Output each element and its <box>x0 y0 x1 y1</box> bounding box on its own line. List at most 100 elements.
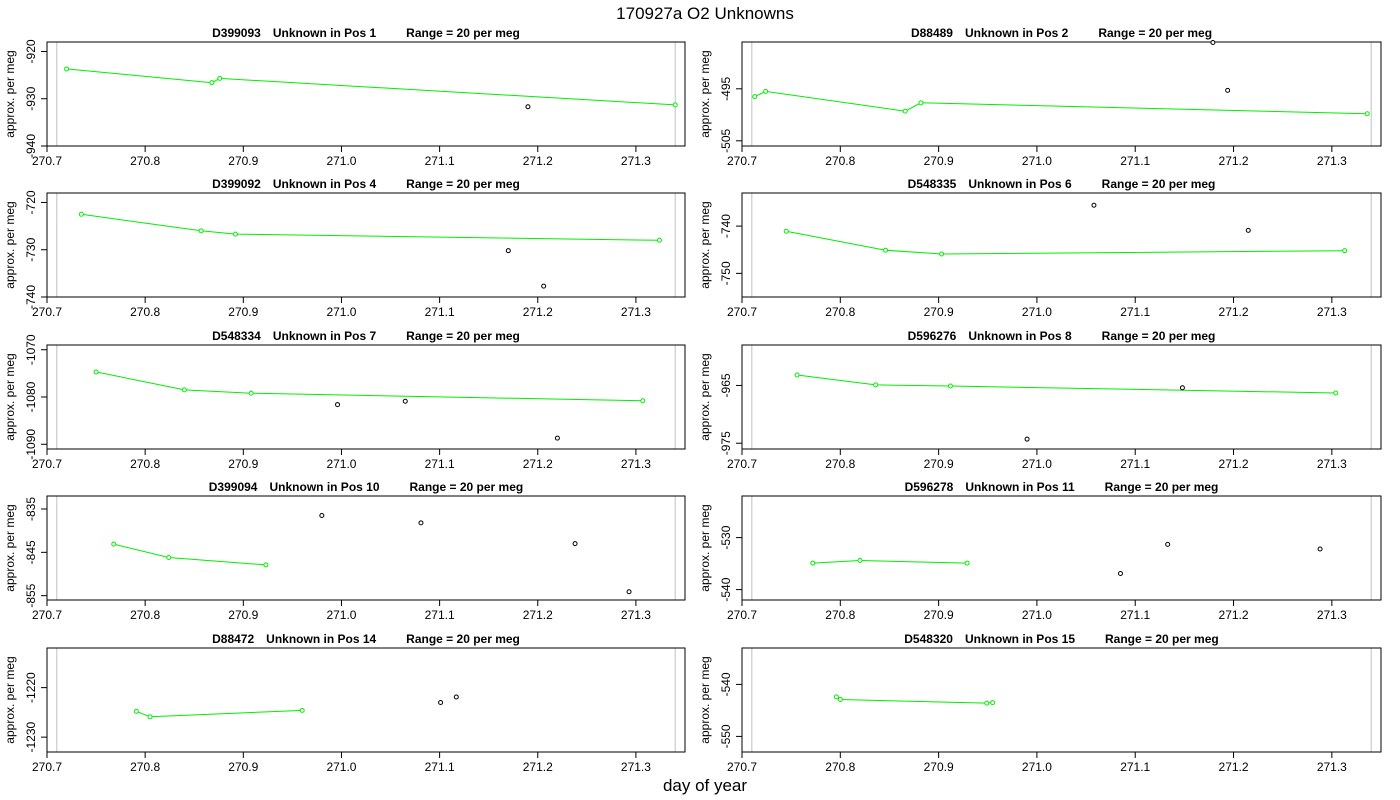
x-tick-label: 271.0 <box>1022 154 1052 168</box>
series-point <box>810 560 816 566</box>
x-tick-label: 271.1 <box>425 154 455 168</box>
panel-label: Unknown in Pos 6 <box>968 177 1072 191</box>
outlier-point <box>335 402 341 408</box>
y-tick-label: -730 <box>24 237 38 261</box>
x-tick-label: 270.9 <box>924 608 954 622</box>
panel-4: D548335 Unknown in Pos 6 Range = 20 per me… <box>698 177 1382 319</box>
x-tick-label: 271.1 <box>425 760 455 774</box>
x-tick-label: 271.0 <box>1022 305 1052 319</box>
x-tick-label: 270.8 <box>825 608 855 622</box>
x-axis-label: day of year <box>663 776 747 795</box>
y-tick-label: -845 <box>24 540 38 564</box>
x-tick-label: 271.2 <box>1219 305 1249 319</box>
series-point <box>939 251 945 257</box>
x-tick-label: 271.2 <box>1219 457 1249 471</box>
plot-frame <box>46 647 686 753</box>
y-tick-label: -855 <box>24 583 38 607</box>
panel-label: Unknown in Pos 7 <box>273 329 377 343</box>
series-point <box>794 372 800 378</box>
x-tick-label: 271.2 <box>523 760 553 774</box>
y-tick-label: -750 <box>719 261 733 285</box>
panel-range: Range = 20 per meg <box>1102 177 1216 191</box>
panel-id: D399092 <box>212 177 261 191</box>
y-tick-label: -740 <box>719 214 733 238</box>
panel-range: Range = 20 per meg <box>406 26 520 40</box>
series-point <box>947 383 953 389</box>
outlier-point <box>525 104 531 110</box>
x-tick-label: 270.8 <box>825 305 855 319</box>
panel-2: D88489 Unknown in Pos 2 Range = 20 per meg… <box>698 26 1382 168</box>
outlier-point <box>1317 546 1323 552</box>
plot-frame <box>46 192 686 298</box>
panel-range: Range = 20 per meg <box>406 329 520 343</box>
panel-range: Range = 20 per meg <box>410 480 524 494</box>
series-point <box>111 541 117 547</box>
x-tick-label: 270.7 <box>727 305 757 319</box>
x-tick-label: 270.9 <box>228 154 258 168</box>
outlier-point <box>319 513 325 518</box>
x-tick-label: 270.7 <box>727 608 757 622</box>
panel-7: D399094 Unknown in Pos 10 Range = 20 per m… <box>3 480 686 622</box>
chart-title: 170927a O2 Unknowns <box>616 4 794 23</box>
y-tick-label: -920 <box>24 39 38 63</box>
x-tick-label: 270.9 <box>228 608 258 622</box>
series-point <box>837 696 843 702</box>
x-tick-label: 271.0 <box>1022 760 1052 774</box>
y-tick-label: -540 <box>719 577 733 601</box>
x-tick-label: 271.3 <box>621 154 651 168</box>
x-tick-label: 270.8 <box>130 608 160 622</box>
y-axis-label: approx. per meg <box>3 656 17 743</box>
series-line <box>797 374 1336 394</box>
x-tick-label: 271.1 <box>425 457 455 471</box>
series-point <box>656 237 662 243</box>
plot-frame <box>46 344 686 450</box>
panel-id: D88472 <box>212 632 254 646</box>
x-tick-label: 271.2 <box>523 305 553 319</box>
panel-title: D548335 Unknown in Pos 6 Range = 20 per me… <box>908 177 1216 191</box>
panel-label: Unknown in Pos 15 <box>965 632 1075 646</box>
x-tick-label: 271.1 <box>1120 154 1150 168</box>
outlier-point <box>1179 385 1185 391</box>
series-point <box>672 102 678 108</box>
x-tick-label: 270.9 <box>228 760 258 774</box>
series-point <box>181 387 187 393</box>
x-tick-label: 271.3 <box>1317 305 1347 319</box>
panel-id: D88489 <box>911 26 953 40</box>
x-tick-label: 271.3 <box>1317 760 1347 774</box>
panel-title: D399093 Unknown in Pos 1 Range = 20 per me… <box>212 26 520 40</box>
series-point <box>133 708 139 714</box>
x-tick-label: 271.3 <box>621 608 651 622</box>
series-line <box>66 68 676 106</box>
panel-5: D548334 Unknown in Pos 7 Range = 20 per me… <box>3 329 686 471</box>
series-point <box>984 700 990 706</box>
x-tick-label: 271.0 <box>326 608 356 622</box>
series-point <box>166 555 172 561</box>
series-point <box>93 369 99 375</box>
x-tick-label: 271.1 <box>1120 305 1150 319</box>
outlier-point <box>572 541 578 547</box>
panel-id: D399094 <box>209 480 258 494</box>
series-point <box>964 560 970 566</box>
series-point <box>752 94 758 100</box>
outlier-point <box>626 589 632 595</box>
y-tick-label: -1080 <box>24 381 38 412</box>
x-tick-label: 271.1 <box>1120 457 1150 471</box>
x-tick-label: 270.7 <box>727 760 757 774</box>
x-tick-label: 271.0 <box>326 154 356 168</box>
x-tick-label: 271.3 <box>1317 608 1347 622</box>
x-tick-label: 270.7 <box>32 760 62 774</box>
panel-6: D596276 Unknown in Pos 8 Range = 20 per me… <box>698 329 1382 471</box>
x-tick-label: 271.3 <box>1317 154 1347 168</box>
series-line <box>113 543 266 566</box>
panel-1: D399093 Unknown in Pos 1 Range = 20 per me… <box>3 26 686 168</box>
panel-range: Range = 20 per meg <box>406 177 520 191</box>
series-line <box>96 371 643 402</box>
x-tick-label: 271.3 <box>621 305 651 319</box>
panel-8: D596278 Unknown in Pos 11 Range = 20 per m… <box>698 480 1382 622</box>
x-tick-label: 271.1 <box>1120 760 1150 774</box>
y-tick-label: -965 <box>719 373 733 397</box>
panel-id: D548335 <box>908 177 957 191</box>
series-point <box>857 557 863 563</box>
y-tick-label: -740 <box>24 285 38 309</box>
